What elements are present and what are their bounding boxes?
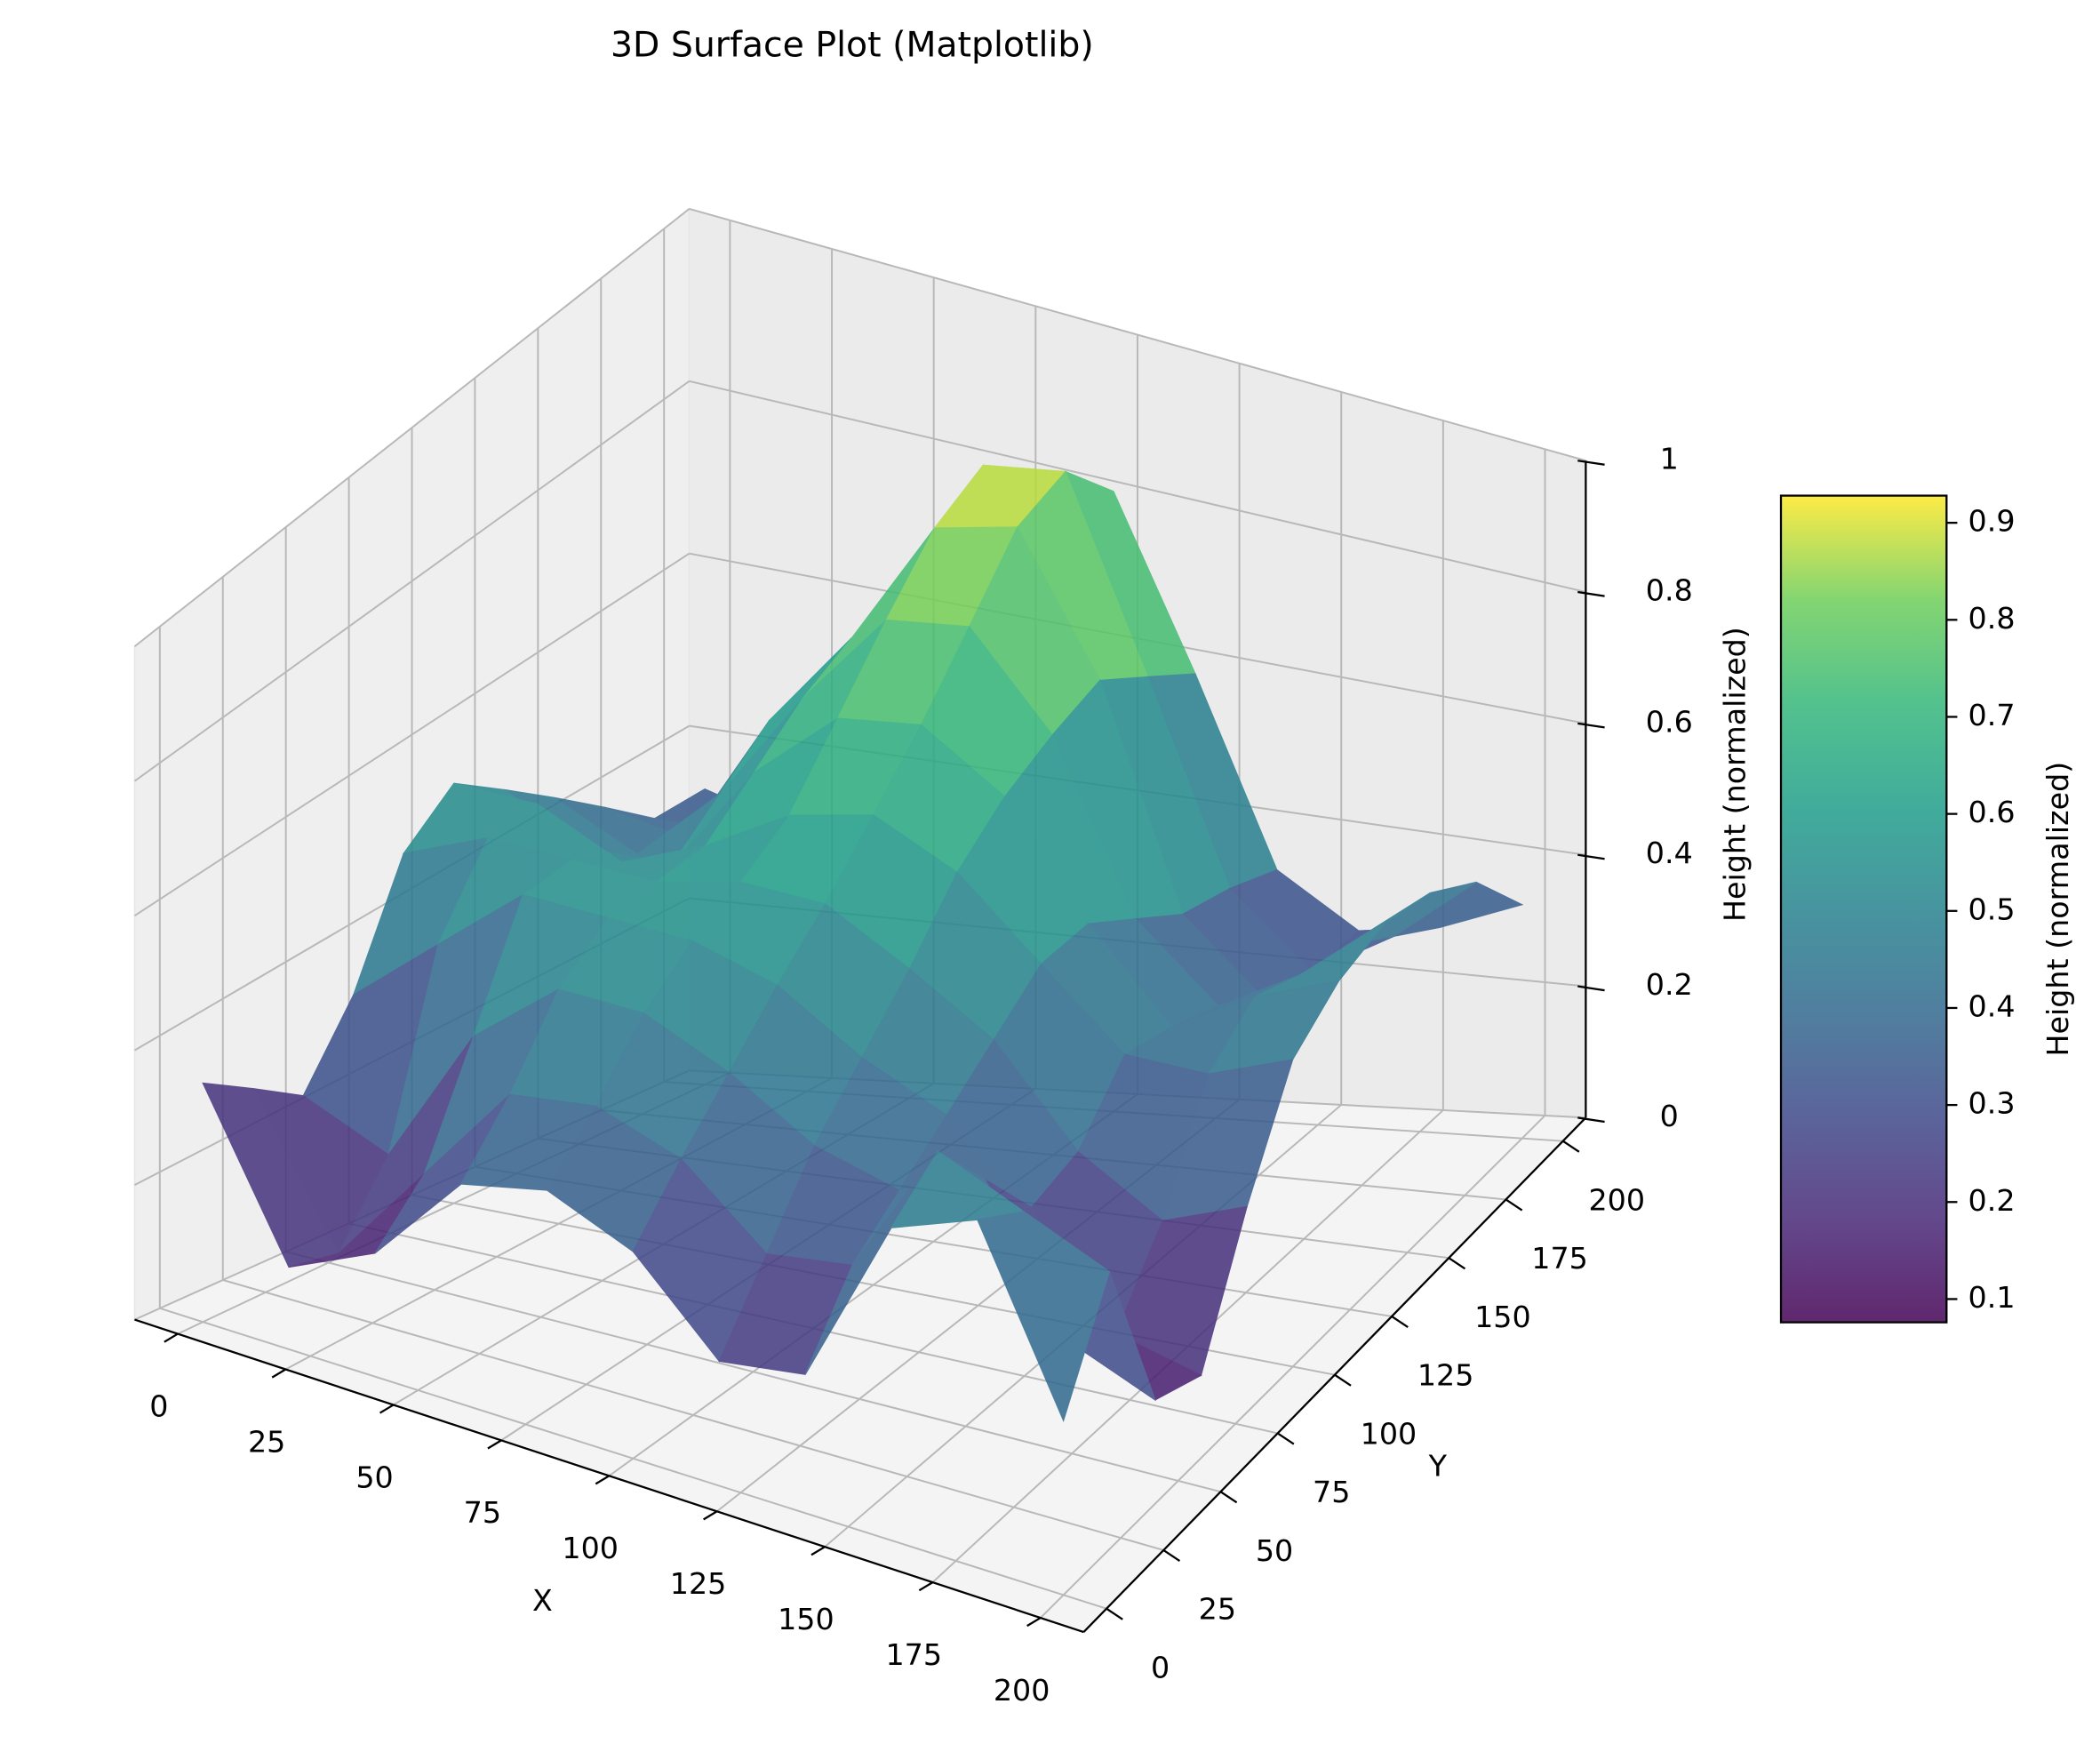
- x-tick-label: 0: [149, 1388, 168, 1423]
- colorbar-tick-label: 0.4: [1968, 988, 2016, 1023]
- z-tick: [1577, 722, 1605, 729]
- x-tick-label: 25: [248, 1424, 285, 1459]
- colorbar-tick-label: 0.2: [1968, 1183, 2016, 1218]
- x-tick: [487, 1439, 502, 1450]
- y-tick-label: 150: [1474, 1300, 1531, 1334]
- colorbar: [1781, 495, 1947, 1323]
- colorbar-tick-label: 0.7: [1968, 698, 2016, 732]
- y-tick-label: 175: [1531, 1241, 1588, 1276]
- grid-line: [159, 1307, 1107, 1610]
- colorbar-tick-label: 0.6: [1968, 795, 2016, 829]
- x-tick-label: 150: [778, 1602, 834, 1636]
- z-tick-label: 0.2: [1646, 967, 1693, 1002]
- y-axis-label: Y: [1428, 1449, 1448, 1484]
- grid-line: [133, 380, 691, 782]
- y-tick-label: 200: [1588, 1182, 1645, 1217]
- z-tick: [1577, 460, 1605, 466]
- y-tick: [1562, 1140, 1580, 1153]
- y-tick: [1219, 1491, 1238, 1504]
- x-tick: [703, 1510, 718, 1521]
- y-tick: [1162, 1549, 1181, 1563]
- colorbar-tick-label: 0.5: [1968, 892, 2016, 926]
- y-tick: [1277, 1432, 1295, 1445]
- y-tick-label: 100: [1361, 1416, 1417, 1451]
- grid-line: [133, 552, 691, 917]
- colorbar-tick-label: 0.9: [1968, 504, 2016, 539]
- y-tick: [1334, 1373, 1352, 1387]
- x-tick: [379, 1404, 395, 1414]
- y-tick: [1448, 1257, 1466, 1270]
- z-tick-label: 0: [1660, 1099, 1679, 1133]
- x-tick: [595, 1475, 611, 1485]
- x-tick: [271, 1368, 286, 1379]
- z-tick: [1577, 853, 1605, 860]
- x-tick-label: 200: [994, 1673, 1050, 1708]
- grid-line: [133, 208, 691, 648]
- y-tick-label: 125: [1417, 1358, 1474, 1393]
- grid-line: [222, 1279, 1164, 1551]
- y-tick: [1106, 1607, 1123, 1620]
- colorbar-frame: [1779, 494, 1948, 1324]
- z-tick-label: 1: [1660, 442, 1679, 476]
- x-tick-label: 75: [464, 1495, 501, 1530]
- z-tick: [1577, 1116, 1605, 1124]
- x-tick-label: 50: [355, 1460, 393, 1494]
- x-tick-label: 175: [885, 1637, 942, 1672]
- surface: [202, 464, 1524, 1422]
- colorbar-label: Height (normalized): [2040, 762, 2075, 1057]
- surface-patch: [976, 1211, 1111, 1422]
- y-tick-label: 25: [1199, 1592, 1236, 1627]
- z-tick-label: 0.4: [1646, 836, 1693, 870]
- z-axis-label: Height (normalized): [1718, 627, 1753, 922]
- x-tick: [164, 1332, 179, 1343]
- z-tick: [1577, 590, 1605, 597]
- y-tick-label: 75: [1313, 1475, 1350, 1509]
- grid-line: [689, 207, 1586, 462]
- z-tick-label: 0.6: [1646, 704, 1693, 739]
- grid-line: [689, 380, 1586, 593]
- colorbar-tick-label: 0.3: [1968, 1086, 2016, 1121]
- x-tick: [1026, 1617, 1042, 1628]
- y-tick: [1505, 1198, 1523, 1212]
- x-tick: [918, 1581, 934, 1592]
- colorbar-tick-label: 0.8: [1968, 601, 2016, 636]
- y-tick: [1391, 1316, 1409, 1329]
- y-axis-line: [1082, 1116, 1587, 1633]
- colorbar-tick-label: 0.1: [1968, 1280, 2016, 1315]
- z-tick: [1577, 985, 1605, 992]
- y-tick-label: 0: [1151, 1650, 1170, 1684]
- x-tick-label: 125: [670, 1566, 727, 1601]
- chart-title: 3D Surface Plot (Matplotlib): [611, 25, 1094, 66]
- x-tick: [810, 1546, 826, 1556]
- z-tick-label: 0.8: [1646, 573, 1693, 608]
- x-tick-label: 100: [562, 1531, 619, 1565]
- x-axis-line: [134, 1318, 1084, 1634]
- x-axis-label: X: [532, 1583, 553, 1618]
- y-tick-label: 50: [1256, 1533, 1293, 1568]
- grid-line: [285, 1251, 1221, 1493]
